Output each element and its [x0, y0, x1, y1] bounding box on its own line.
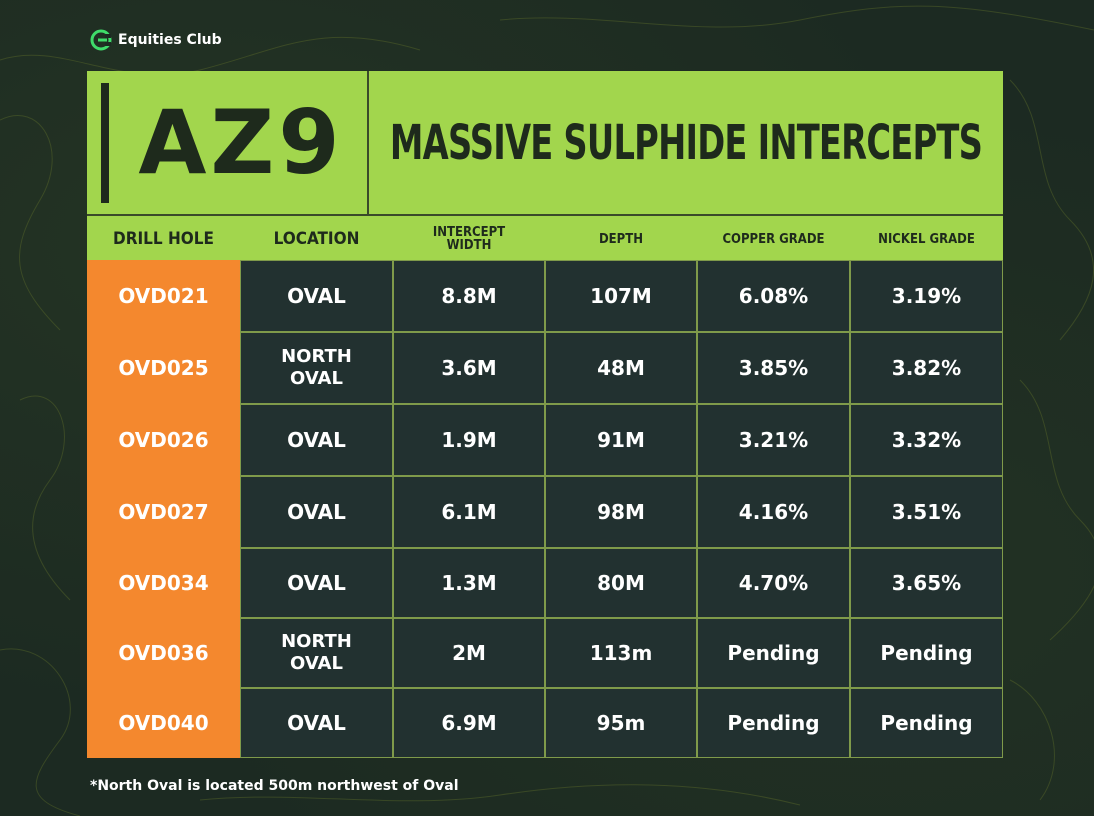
- header-intercept-width: INTERCEPT WIDTH: [432, 225, 506, 253]
- copper-grade-cell: 4.70%: [697, 548, 850, 618]
- footnote: *North Oval is located 500m northwest of…: [90, 778, 459, 794]
- header-copper-grade: COPPER GRADE: [722, 231, 825, 247]
- drill-hole-cell: OVD026: [87, 404, 240, 476]
- copper-grade-cell: 6.08%: [697, 260, 850, 332]
- drill-hole-cell: OVD040: [87, 688, 240, 758]
- header-depth: DEPTH: [598, 231, 644, 247]
- depth-cell: 95m: [545, 688, 697, 758]
- nickel-grade-cell: 3.19%: [850, 260, 1003, 332]
- nickel-grade-cell: 3.51%: [850, 476, 1003, 548]
- copper-grade-cell: 3.85%: [697, 332, 850, 404]
- table-header-row: DRILL HOLE LOCATION INTERCEPT WIDTH DEPT…: [87, 214, 1003, 260]
- depth-cell: 80M: [545, 548, 697, 618]
- depth-cell: 91M: [545, 404, 697, 476]
- intercept-width-cell: 2M: [393, 618, 545, 688]
- drill-hole-cell: OVD036: [87, 618, 240, 688]
- title-code-panel: AZ9: [87, 71, 369, 214]
- drill-hole-cell: OVD027: [87, 476, 240, 548]
- copper-grade-cell: Pending: [697, 618, 850, 688]
- nickel-grade-cell: 3.82%: [850, 332, 1003, 404]
- location-cell: NORTH OVAL: [240, 332, 393, 404]
- table-row: OVD034 OVAL 1.3M 80M 4.70% 3.65%: [87, 548, 1003, 618]
- depth-cell: 98M: [545, 476, 697, 548]
- table-row: OVD036 NORTH OVAL 2M 113m Pending Pendin…: [87, 618, 1003, 688]
- location-cell: OVAL: [240, 476, 393, 548]
- equities-club-logo-icon: [90, 29, 112, 51]
- brand-name: Equities Club: [118, 32, 222, 48]
- header-location: LOCATION: [273, 228, 360, 249]
- intercept-width-cell: 1.9M: [393, 404, 545, 476]
- drill-hole-cell: OVD021: [87, 260, 240, 332]
- location-cell: OVAL: [240, 548, 393, 618]
- nickel-grade-cell: 3.65%: [850, 548, 1003, 618]
- location-cell: OVAL: [240, 260, 393, 332]
- nickel-grade-cell: Pending: [850, 618, 1003, 688]
- page-title: MASSIVE SULPHIDE INTERCEPTS: [389, 114, 983, 171]
- copper-grade-cell: Pending: [697, 688, 850, 758]
- drill-hole-cell: OVD025: [87, 332, 240, 404]
- table-row: OVD026 OVAL 1.9M 91M 3.21% 3.32%: [87, 404, 1003, 476]
- intercept-width-cell: 6.9M: [393, 688, 545, 758]
- copper-grade-cell: 3.21%: [697, 404, 850, 476]
- brand: Equities Club: [90, 29, 222, 51]
- title-banner: AZ9 MASSIVE SULPHIDE INTERCEPTS: [87, 71, 1003, 214]
- table-row: OVD040 OVAL 6.9M 95m Pending Pending: [87, 688, 1003, 758]
- intercept-width-cell: 6.1M: [393, 476, 545, 548]
- intercept-width-cell: 8.8M: [393, 260, 545, 332]
- header-drill-hole: DRILL HOLE: [113, 228, 214, 249]
- intercept-width-cell: 1.3M: [393, 548, 545, 618]
- table-row: OVD025 NORTH OVAL 3.6M 48M 3.85% 3.82%: [87, 332, 1003, 404]
- title-code: AZ9: [138, 91, 344, 194]
- copper-grade-cell: 4.16%: [697, 476, 850, 548]
- location-cell: OVAL: [240, 404, 393, 476]
- location-cell: NORTH OVAL: [240, 618, 393, 688]
- depth-cell: 113m: [545, 618, 697, 688]
- drill-hole-cell: OVD034: [87, 548, 240, 618]
- location-cell: OVAL: [240, 688, 393, 758]
- nickel-grade-cell: Pending: [850, 688, 1003, 758]
- table-row: OVD021 OVAL 8.8M 107M 6.08% 3.19%: [87, 260, 1003, 332]
- nickel-grade-cell: 3.32%: [850, 404, 1003, 476]
- intercept-width-cell: 3.6M: [393, 332, 545, 404]
- header-nickel-grade: NICKEL GRADE: [878, 231, 975, 247]
- title-accent-bar: [101, 83, 109, 203]
- table-row: OVD027 OVAL 6.1M 98M 4.16% 3.51%: [87, 476, 1003, 548]
- depth-cell: 48M: [545, 332, 697, 404]
- depth-cell: 107M: [545, 260, 697, 332]
